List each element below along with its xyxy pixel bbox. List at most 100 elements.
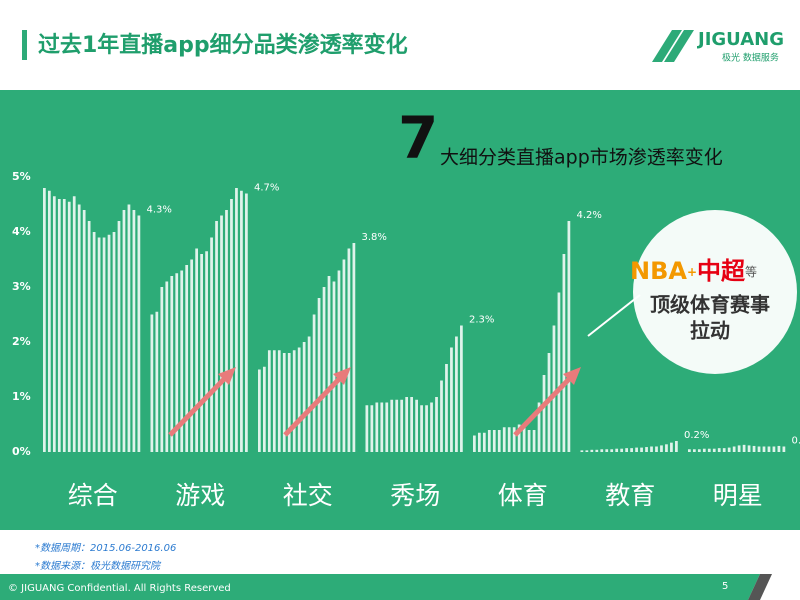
bar	[532, 430, 536, 452]
bar	[225, 210, 228, 452]
bar	[585, 450, 589, 452]
y-tick-label: 3%	[12, 280, 31, 293]
callout-plus: +	[687, 265, 697, 279]
note: *数据来源：极光数据研究院	[35, 560, 162, 572]
x-tick-label: 社交	[283, 481, 333, 510]
bar	[205, 251, 208, 452]
value-label: 3.8%	[362, 232, 387, 243]
bar	[342, 259, 346, 452]
bar	[170, 276, 174, 452]
bar	[460, 325, 463, 452]
bar	[400, 399, 404, 452]
bar	[43, 188, 46, 452]
bar	[507, 427, 511, 452]
bar	[405, 397, 409, 452]
logo: JIGUANG 极光 数据服务	[652, 29, 784, 64]
bar	[517, 424, 521, 452]
bar	[347, 248, 351, 452]
bar	[482, 432, 486, 452]
bar	[180, 270, 184, 452]
bar	[332, 281, 336, 452]
y-tick-label: 5%	[12, 170, 31, 183]
bar	[287, 353, 291, 452]
bar	[567, 221, 571, 452]
arrow-head	[563, 367, 581, 385]
y-tick-label: 4%	[12, 225, 31, 238]
x-tick-label: 体育	[498, 481, 548, 510]
bar	[757, 446, 761, 452]
bar	[160, 287, 164, 452]
bar	[630, 448, 633, 452]
bar	[307, 336, 311, 452]
x-tick-label: 游戏	[175, 481, 225, 510]
bar	[605, 449, 609, 452]
bar	[692, 449, 696, 452]
bar	[430, 402, 433, 452]
bar	[415, 399, 418, 452]
bar	[302, 342, 306, 452]
callout-line2: 顶级体育赛事	[650, 293, 770, 317]
x-tick-label: 综合	[68, 481, 118, 510]
footer-copyright: © JIGUANG Confidential. All Rights Reser…	[8, 583, 231, 594]
bar	[522, 424, 526, 452]
bar	[675, 441, 678, 452]
bar	[312, 314, 316, 452]
arrows	[168, 294, 641, 437]
bar	[640, 447, 643, 452]
bar	[165, 281, 169, 452]
bar	[258, 369, 261, 452]
bar	[650, 446, 653, 452]
bar	[712, 448, 716, 452]
bar	[747, 445, 751, 452]
bar	[425, 405, 428, 452]
bar	[445, 364, 448, 452]
bar	[262, 366, 266, 452]
bar	[365, 405, 369, 452]
bar	[375, 402, 379, 452]
bar	[762, 446, 766, 452]
bar	[210, 237, 213, 452]
note: *数据周期：2015.06-2016.06	[35, 542, 176, 554]
bar	[52, 196, 56, 452]
bar	[473, 435, 476, 452]
value-label: 4.3%	[147, 205, 172, 216]
bar	[562, 254, 566, 452]
bar	[267, 350, 271, 452]
bar	[655, 446, 658, 452]
bar	[385, 402, 389, 452]
callout-line1: NBA+中超等	[630, 257, 757, 285]
bar	[455, 336, 458, 452]
bar	[72, 196, 76, 452]
bar	[732, 446, 736, 452]
bar	[282, 353, 286, 452]
callout-line3: 拉动	[690, 319, 730, 343]
bar	[477, 432, 481, 452]
callout-nba: NBA	[630, 257, 687, 285]
value-label: 0.1%	[792, 436, 800, 447]
bar	[230, 199, 233, 452]
chart-subtitle: 大细分类直播app市场渗透率变化	[440, 147, 723, 169]
bar	[772, 446, 776, 452]
bar	[327, 276, 331, 452]
bar	[185, 265, 189, 452]
bar	[380, 402, 384, 452]
bar	[245, 193, 248, 452]
bar	[292, 350, 296, 452]
bar	[707, 448, 711, 452]
page-number: 5	[722, 581, 728, 592]
bar	[620, 448, 624, 452]
bar	[660, 445, 663, 452]
value-label: 4.7%	[254, 183, 279, 194]
bar	[635, 447, 638, 452]
bar	[77, 204, 81, 452]
title-bar	[22, 30, 27, 60]
bar	[420, 405, 423, 452]
bar	[215, 221, 218, 452]
bar	[67, 201, 71, 452]
bar	[322, 287, 326, 452]
bar	[117, 221, 121, 452]
logo-name: JIGUANG	[696, 29, 784, 50]
bar	[600, 449, 604, 452]
slide-title: 过去1年直播app细分品类渗透率变化	[38, 32, 408, 58]
bar	[435, 397, 438, 452]
